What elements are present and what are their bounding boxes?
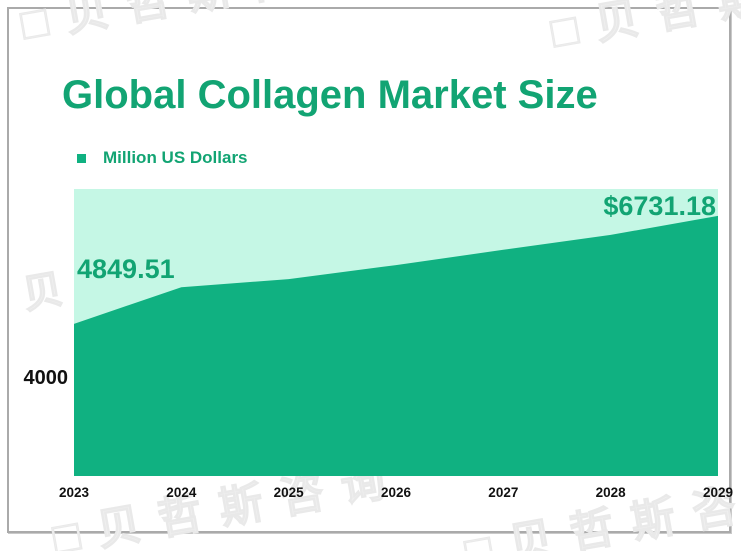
x-axis-label: 2029 [702, 485, 734, 500]
y-axis-tick-label: 4000 [23, 367, 69, 389]
legend: Million US Dollars [77, 148, 248, 168]
x-axis-label: 2024 [166, 485, 197, 500]
data-label-2029: $6731.18 [603, 191, 716, 221]
plot-area: 4849.51 $6731.18 [74, 189, 718, 476]
x-axis-label: 2023 [58, 485, 90, 500]
x-axis-labels: 2023 2024 2025 2026 2027 2028 2029 [59, 485, 733, 501]
x-axis-label: 2028 [595, 485, 626, 500]
legend-label: Million US Dollars [103, 148, 248, 167]
data-label-2023: 4849.51 [77, 254, 175, 284]
x-axis-label: 2027 [488, 485, 519, 500]
area-chart-svg [74, 215, 718, 476]
chart-title: Global Collagen Market Size [62, 72, 598, 117]
area-series [74, 215, 718, 476]
image-border-frame [7, 7, 731, 533]
x-axis-label: 2025 [273, 485, 304, 500]
legend-square-icon [77, 153, 86, 163]
x-axis-label: 2026 [380, 485, 412, 500]
